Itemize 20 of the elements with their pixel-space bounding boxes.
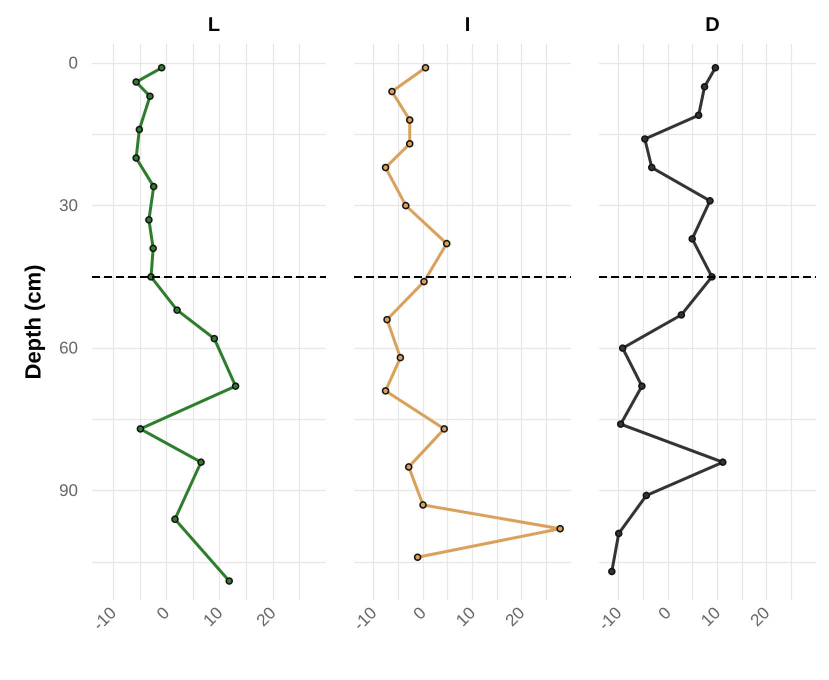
x-tick-label: 0	[410, 603, 430, 624]
y-tick-label: 30	[59, 196, 78, 216]
x-tick-label: 10	[452, 603, 480, 630]
x-tick-label: 0	[153, 603, 174, 624]
x-tick-label: -10	[350, 603, 380, 634]
y-tick-label: 90	[59, 481, 78, 500]
chart-title: L	[208, 14, 220, 36]
chart-title: D	[705, 14, 720, 36]
x-tick-label: -10	[594, 603, 626, 634]
chart-title: I	[464, 14, 470, 36]
x-tick-label: 20	[746, 603, 774, 630]
y-tick-label: 60	[59, 338, 78, 358]
x-tick-label: 10	[200, 603, 226, 630]
y-axis-title: Depth (cm)	[20, 264, 46, 380]
x-tick-label: -10	[89, 603, 120, 634]
y-tick-label: 0	[68, 54, 78, 73]
x-tick-label: 0	[654, 603, 675, 624]
x-tick-label: 20	[502, 603, 528, 630]
x-tick-label: 10	[697, 603, 724, 630]
x-tick-label: 20	[252, 603, 280, 630]
